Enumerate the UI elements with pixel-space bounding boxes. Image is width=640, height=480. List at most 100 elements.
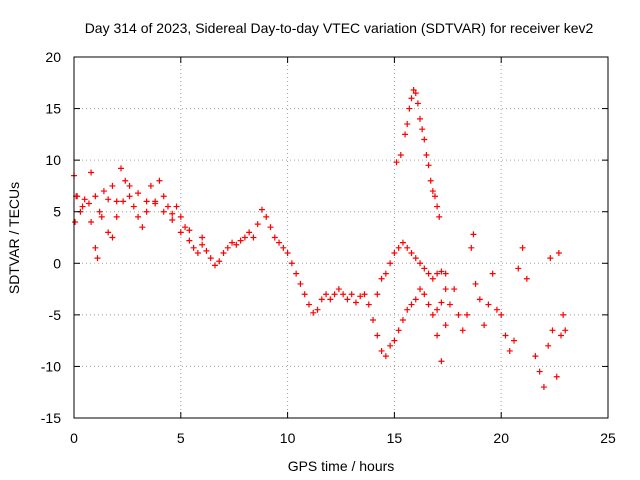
series-group: [73, 182, 449, 298]
series-group: [71, 165, 449, 360]
data-point: [126, 193, 133, 200]
data-point: [404, 244, 411, 251]
data-point: [335, 286, 342, 293]
data-point: [85, 200, 92, 207]
data-point: [421, 136, 428, 143]
data-point: [284, 249, 291, 256]
data-point: [442, 286, 449, 293]
data-point: [436, 213, 443, 220]
y-axis-label: SDTVAR / TECUs: [6, 182, 22, 294]
data-point: [427, 177, 434, 184]
data-point: [109, 234, 116, 241]
data-point: [555, 249, 562, 256]
data-point: [498, 311, 505, 318]
data-point: [297, 280, 304, 287]
data-point: [506, 347, 513, 354]
data-point: [438, 268, 445, 275]
y-tick-label: -5: [49, 307, 62, 323]
data-point: [558, 332, 565, 339]
data-point: [429, 275, 436, 282]
data-point: [263, 213, 270, 220]
data-point: [301, 291, 308, 298]
data-point: [340, 291, 347, 298]
data-point: [271, 234, 278, 241]
data-point: [348, 291, 355, 298]
data-point: [344, 296, 351, 303]
data-point: [81, 196, 88, 203]
data-point: [216, 258, 223, 265]
data-point: [459, 327, 466, 334]
data-point: [177, 213, 184, 220]
data-point: [423, 151, 430, 158]
data-point: [560, 311, 567, 318]
data-point: [493, 306, 500, 313]
data-point: [220, 249, 227, 256]
data-point: [412, 90, 419, 97]
data-point: [92, 193, 99, 200]
data-point: [470, 231, 477, 238]
data-point: [199, 241, 206, 248]
grid: [74, 57, 608, 418]
data-point: [186, 237, 193, 244]
x-tick-label: 15: [387, 430, 403, 446]
data-point: [393, 159, 400, 166]
data-point: [310, 309, 317, 316]
data-point: [211, 262, 218, 269]
data-point: [98, 213, 105, 220]
data-point: [374, 332, 381, 339]
data-point: [476, 296, 483, 303]
data-point: [237, 237, 244, 244]
data-point: [96, 208, 103, 215]
data-point: [438, 358, 445, 365]
data-point: [224, 244, 231, 251]
y-tick-label: 0: [53, 255, 61, 271]
data-point: [105, 229, 112, 236]
data-point: [199, 234, 206, 241]
data-point: [365, 301, 372, 308]
data-point: [164, 203, 171, 210]
data-point: [536, 368, 543, 375]
data-point: [194, 249, 201, 256]
x-axis-label: GPS time / hours: [288, 458, 395, 474]
data-point: [408, 95, 415, 102]
data-point: [72, 219, 79, 226]
data-point: [357, 293, 364, 300]
data-point: [434, 306, 441, 313]
data-point: [451, 286, 458, 293]
data-point: [190, 244, 197, 251]
data-point: [532, 353, 539, 360]
data-point: [553, 373, 560, 380]
data-point: [305, 301, 312, 308]
series-group: [434, 231, 569, 391]
data-point: [446, 301, 453, 308]
data-point: [182, 224, 189, 231]
data-point: [434, 270, 441, 277]
data-point: [425, 162, 432, 169]
data-point: [186, 227, 193, 234]
data-point: [540, 384, 547, 391]
data-point: [562, 327, 569, 334]
data-point: [421, 291, 428, 298]
data-point: [122, 177, 129, 184]
data-point: [434, 332, 441, 339]
data-point: [410, 87, 417, 94]
data-point: [92, 244, 99, 251]
data-point: [276, 239, 283, 246]
data-point: [431, 193, 438, 200]
data-point: [79, 203, 86, 210]
data-point: [395, 244, 402, 251]
data-point: [143, 208, 150, 215]
data-point: [464, 311, 471, 318]
data-point: [370, 317, 377, 324]
data-point: [288, 260, 295, 267]
data-point: [417, 115, 424, 122]
data-point: [241, 234, 248, 241]
data-point: [421, 265, 428, 272]
data-point: [246, 229, 253, 236]
data-point: [160, 208, 167, 215]
data-point: [442, 322, 449, 329]
data-point: [135, 190, 142, 197]
data-point: [120, 198, 127, 205]
data-point: [169, 210, 176, 217]
data-point: [378, 347, 385, 354]
